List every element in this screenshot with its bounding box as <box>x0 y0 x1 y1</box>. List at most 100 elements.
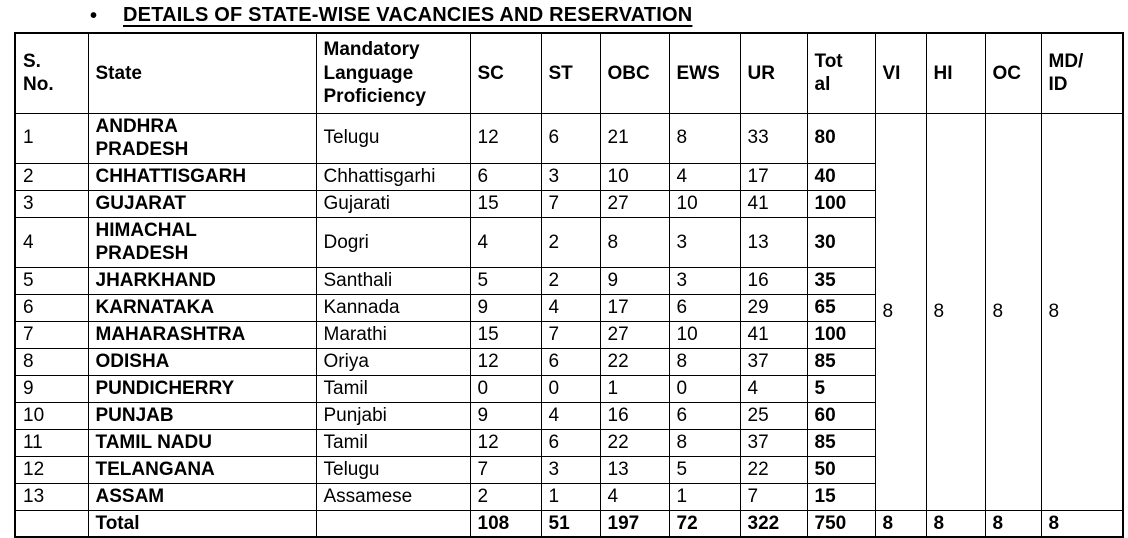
cell-st: 6 <box>540 347 601 376</box>
header-row: S. No. State Mandatory Language Proficie… <box>14 32 1124 114</box>
cell-ur: 33 <box>739 112 808 164</box>
cell-st: 1 <box>540 482 601 511</box>
cell-state: TELANGANA <box>87 455 317 484</box>
cell-vi: 8 <box>874 509 927 538</box>
cell-st: 4 <box>540 401 601 430</box>
cell-language: Tamil <box>315 374 471 403</box>
col-header-sno: S. No. <box>14 32 89 114</box>
cell-state: CHHATTISGARH <box>87 162 317 191</box>
table-body: 1 ANDHRA PRADESH Telugu 12 6 21 8 33 80 8 8 8 8 2 CHHA… <box>14 112 1124 538</box>
cell-sc: 6 <box>469 162 542 191</box>
cell-sno: 7 <box>14 320 89 349</box>
cell-total: 100 <box>806 189 876 218</box>
col-header-hi: HI <box>925 32 986 114</box>
cell-sno: 10 <box>14 401 89 430</box>
cell-obc: 27 <box>599 189 670 218</box>
cell-obc: 22 <box>599 428 670 457</box>
cell-total: 40 <box>806 162 876 191</box>
cell-merged-vi: 8 <box>874 112 927 511</box>
cell-sc: 108 <box>469 509 542 538</box>
cell-ur: 16 <box>739 266 808 295</box>
table-row: 5 JHARKHAND Santhali 5 2 9 3 16 35 <box>14 266 1123 295</box>
table-row: 10 PUNJAB Punjabi 9 4 16 6 25 60 <box>14 401 1123 430</box>
cell-hi: 8 <box>925 509 986 538</box>
cell-sc: 12 <box>469 428 542 457</box>
cell-sc: 2 <box>469 482 542 511</box>
cell-total: 60 <box>806 401 876 430</box>
cell-language: Marathi <box>315 320 471 349</box>
cell-sc: 7 <box>469 455 542 484</box>
cell-sc: 15 <box>469 320 542 349</box>
cell-state: ODISHA <box>87 347 317 376</box>
cell-sno: 6 <box>14 293 89 322</box>
cell-total: 30 <box>806 216 876 268</box>
col-header-total: Tot al <box>806 32 876 114</box>
cell-merged-md-id: 8 <box>1040 112 1124 511</box>
cell-sno: 12 <box>14 455 89 484</box>
cell-sno: 3 <box>14 189 89 218</box>
cell-obc: 22 <box>599 347 670 376</box>
cell-total-label: Total <box>87 509 317 538</box>
cell-obc: 21 <box>599 112 670 164</box>
cell-st: 6 <box>540 428 601 457</box>
cell-sc: 9 <box>469 401 542 430</box>
cell-ews: 72 <box>668 509 741 538</box>
cell-st: 3 <box>540 162 601 191</box>
cell-obc: 9 <box>599 266 670 295</box>
cell-ews: 8 <box>668 428 741 457</box>
cell-total: 85 <box>806 347 876 376</box>
col-header-st: ST <box>540 32 601 114</box>
cell-ews: 4 <box>668 162 741 191</box>
cell-sno: 2 <box>14 162 89 191</box>
col-header-md-id: MD/ ID <box>1040 32 1124 114</box>
cell-st: 7 <box>540 320 601 349</box>
cell-ur: 25 <box>739 401 808 430</box>
cell-sno: 8 <box>14 347 89 376</box>
cell-sc: 15 <box>469 189 542 218</box>
cell-ur: 7 <box>739 482 808 511</box>
cell-ews: 8 <box>668 347 741 376</box>
cell-st: 51 <box>540 509 601 538</box>
cell-st: 6 <box>540 112 601 164</box>
cell-total: 85 <box>806 428 876 457</box>
cell-ur: 4 <box>739 374 808 403</box>
cell-oc: 8 <box>984 509 1042 538</box>
cell-language: Dogri <box>315 216 471 268</box>
page-title: DETAILS OF STATE-WISE VACANCIES AND RESE… <box>123 4 693 26</box>
cell-state: MAHARASHTRA <box>87 320 317 349</box>
cell-obc: 13 <box>599 455 670 484</box>
cell-sc: 12 <box>469 347 542 376</box>
cell-language: Telugu <box>315 112 471 164</box>
cell-language: Oriya <box>315 347 471 376</box>
col-header-obc: OBC <box>599 32 670 114</box>
cell-sno: 13 <box>14 482 89 511</box>
table-row: 2 CHHATTISGARH Chhattisgarhi 6 3 10 4 17 40 <box>14 162 1123 191</box>
vacancies-table: S. No. State Mandatory Language Proficie… <box>14 32 1124 538</box>
cell-language: Kannada <box>315 293 471 322</box>
cell-ur: 37 <box>739 428 808 457</box>
cell-language: Telugu <box>315 455 471 484</box>
cell-language: Gujarati <box>315 189 471 218</box>
table-row: 6 KARNATAKA Kannada 9 4 17 6 29 65 <box>14 293 1123 322</box>
cell-sno: 5 <box>14 266 89 295</box>
cell-total: 100 <box>806 320 876 349</box>
cell-total: 35 <box>806 266 876 295</box>
cell-ur: 41 <box>739 189 808 218</box>
cell-obc: 1 <box>599 374 670 403</box>
table-row: 9 PUNDICHERRY Tamil 0 0 1 0 4 5 <box>14 374 1123 403</box>
cell-obc: 10 <box>599 162 670 191</box>
cell-st: 3 <box>540 455 601 484</box>
cell-md-id: 8 <box>1040 509 1124 538</box>
cell-ews: 0 <box>668 374 741 403</box>
col-header-ews: EWS <box>668 32 741 114</box>
cell-st: 7 <box>540 189 601 218</box>
cell-language: Assamese <box>315 482 471 511</box>
cell-ews: 5 <box>668 455 741 484</box>
cell-ews: 1 <box>668 482 741 511</box>
cell-ur: 41 <box>739 320 808 349</box>
cell-ur: 322 <box>739 509 808 538</box>
cell-st: 0 <box>540 374 601 403</box>
cell-sc: 9 <box>469 293 542 322</box>
cell-sc: 4 <box>469 216 542 268</box>
